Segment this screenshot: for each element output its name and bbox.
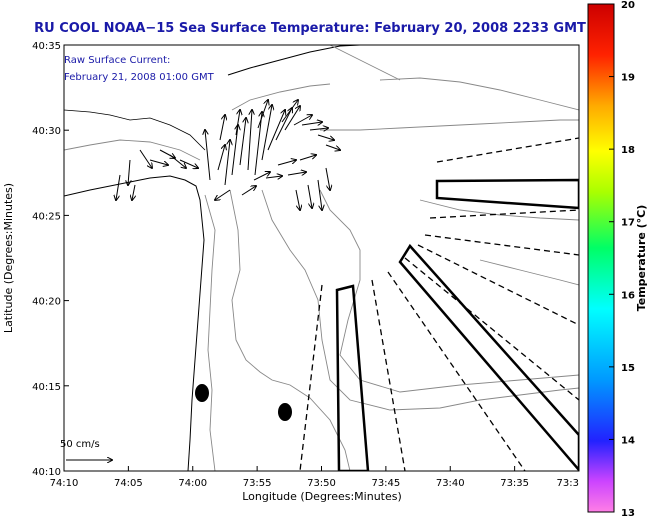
x-tick-label: 74:00	[178, 478, 207, 489]
x-tick-label: 73:3	[557, 478, 579, 489]
x-tick-label: 73:35	[500, 478, 529, 489]
x-tick-label: 74:05	[114, 478, 143, 489]
x-tick-label: 73:45	[371, 478, 400, 489]
y-axis-label: Latitude (Degrees:Minutes)	[2, 183, 15, 333]
y-tick-label: 40:30	[32, 126, 61, 137]
colorbar-tick-label: 19	[621, 73, 635, 84]
coastline	[64, 175, 205, 471]
radar-sector-lines	[299, 137, 579, 471]
y-tick-label: 40:20	[32, 297, 61, 308]
annotation-current-time: February 21, 2008 01:00 GMT	[64, 72, 215, 83]
colorbar-tick-label: 13	[621, 508, 635, 518]
sampling-boxes	[335, 178, 579, 471]
x-tick-label: 74:10	[50, 478, 79, 489]
x-tick-label: 73:55	[243, 478, 272, 489]
harbor-shore	[64, 109, 206, 151]
colorbar-tick-label: 17	[621, 218, 635, 229]
colorbar-tick-label: 18	[621, 145, 635, 156]
x-axis: 74:10 74:05 74:00 73:55 73:50 73:45 73:40 73:35…	[50, 466, 580, 489]
colorbar-tick-label: 14	[621, 435, 635, 446]
surface-current-vectors	[116, 100, 340, 210]
colorbar-ticks: 20 19 18 17 16 15 14 13	[609, 0, 635, 518]
long-island-shore	[227, 45, 361, 76]
colorbar-label: Temperature (°C)	[635, 205, 648, 312]
x-axis-label: Longitude (Degrees:Minutes)	[242, 490, 402, 503]
bathymetry-contours	[64, 45, 579, 471]
colorbar-tick-label: 16	[621, 290, 635, 301]
map-area	[64, 45, 579, 471]
station-marker-west	[195, 384, 209, 402]
chart-title: RU COOL NOAA−15 Sea Surface Temperature:…	[34, 21, 586, 36]
annotation-current-label: Raw Surface Current:	[64, 55, 170, 66]
y-tick-label: 40:25	[32, 211, 61, 222]
y-axis: 40:35 40:30 40:25 40:20 40:15 40:10	[32, 41, 69, 478]
scale-label: 50 cm/s	[60, 439, 100, 450]
x-tick-label: 73:40	[436, 478, 465, 489]
station-marker-east	[278, 403, 292, 421]
colorbar	[587, 3, 615, 513]
colorbar-tick-label: 20	[621, 0, 635, 11]
y-tick-label: 40:15	[32, 382, 61, 393]
colorbar-tick-label: 15	[621, 363, 635, 374]
y-tick-label: 40:35	[32, 41, 61, 52]
x-tick-label: 73:50	[307, 478, 336, 489]
y-tick-label: 40:10	[32, 467, 61, 478]
